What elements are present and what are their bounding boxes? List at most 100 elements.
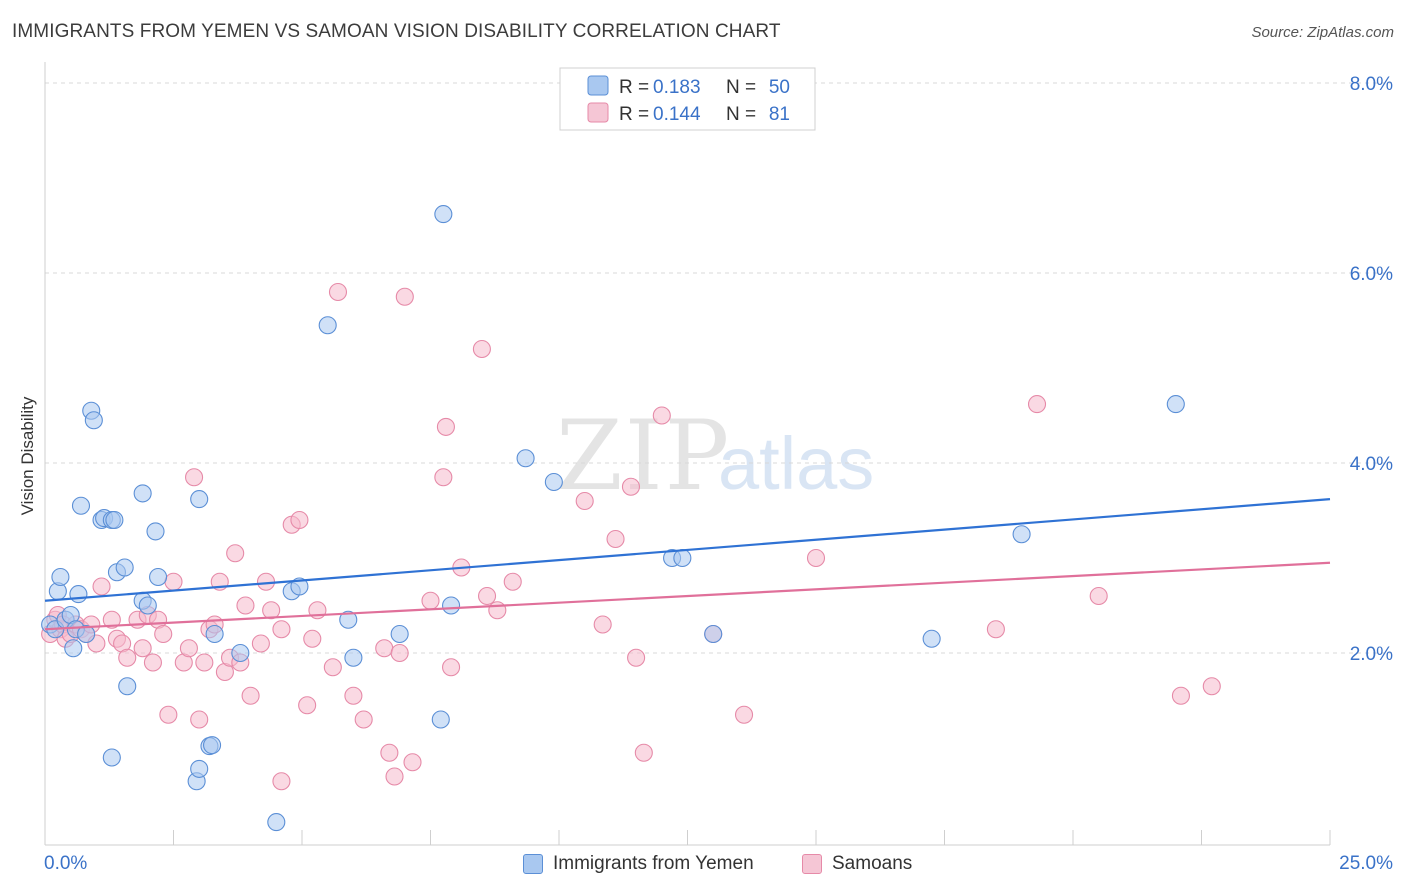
yemen-point-47 — [704, 624, 723, 644]
yemen-point-36 — [318, 316, 337, 335]
yemen-point-44 — [544, 472, 563, 492]
samoans-point-72 — [627, 648, 646, 667]
samoans-point-27 — [185, 468, 204, 487]
samoans-point-26 — [179, 639, 198, 658]
samoans-point-61 — [436, 417, 455, 436]
x-tick-label-1: 25.0% — [1339, 853, 1393, 874]
bottom-legend-swatch-samoans — [802, 854, 822, 874]
samoans-point-12 — [92, 577, 111, 596]
yemen-point-35 — [290, 577, 309, 596]
yemen-point-40 — [434, 205, 453, 224]
samoans-point-47 — [303, 629, 322, 648]
legend-n-value-yemen: 50 — [769, 77, 790, 98]
legend: R = 0.183 N = 50 R = 0.144 N = 81 — [559, 67, 816, 131]
yemen-point-31 — [205, 624, 224, 644]
trend-lines — [44, 498, 1331, 631]
yemen-trend-line — [44, 498, 1331, 602]
yemen-point-27 — [190, 759, 209, 778]
tick-labels: 2.0% 4.0% 6.0% 8.0% 0.0% 25.0% — [44, 74, 1393, 874]
samoans-point-46 — [298, 696, 317, 715]
legend-swatch-samoans — [587, 102, 609, 123]
samoans-point-22 — [154, 624, 173, 644]
samoans-point-80 — [1089, 586, 1108, 606]
bottom-legend: Immigrants from Yemen Samoans — [0, 852, 1406, 876]
yemen-points — [41, 205, 1185, 832]
samoans-point-45 — [290, 510, 309, 530]
yemen-point-25 — [149, 567, 168, 587]
samoans-point-52 — [354, 710, 373, 729]
samoans-point-66 — [488, 601, 507, 620]
samoans-point-28 — [190, 710, 209, 729]
samoans-point-78 — [986, 620, 1005, 639]
yemen-point-3 — [51, 567, 70, 587]
samoans-point-70 — [606, 529, 625, 549]
yemen-point-21 — [133, 484, 152, 503]
samoans-point-53 — [375, 639, 394, 658]
yemen-point-33 — [267, 813, 286, 832]
samoans-point-49 — [323, 658, 342, 677]
samoans-point-56 — [390, 643, 409, 663]
axes — [44, 62, 1331, 846]
bottom-legend-label-samoans: Samoans — [832, 853, 913, 874]
yemen-point-32 — [231, 643, 250, 663]
yemen-point-20 — [102, 748, 121, 767]
x-tick-label-0: 0.0% — [44, 853, 87, 874]
yemen-point-18 — [115, 558, 134, 577]
samoans-point-39 — [251, 634, 270, 653]
samoans-point-20 — [143, 653, 162, 672]
samoans-point-67 — [503, 572, 522, 591]
yemen-point-42 — [442, 596, 461, 615]
yemen-point-30 — [203, 736, 222, 755]
samoans-point-13 — [102, 610, 121, 629]
yemen-point-19 — [118, 677, 137, 696]
samoans-point-50 — [328, 282, 348, 302]
samoans-point-16 — [118, 648, 137, 667]
y-tick-label-3: 8.0% — [1350, 74, 1393, 95]
yemen-point-50 — [1166, 395, 1185, 414]
samoans-point-77 — [806, 548, 826, 568]
samoans-point-58 — [403, 753, 422, 772]
samoans-point-43 — [272, 772, 291, 791]
samoans-point-24 — [164, 572, 183, 591]
yemen-point-38 — [344, 648, 363, 667]
samoans-point-42 — [272, 620, 291, 639]
legend-swatch-yemen — [587, 75, 609, 96]
samoans-point-69 — [593, 615, 612, 634]
yemen-point-41 — [431, 710, 450, 729]
samoans-point-37 — [236, 596, 255, 615]
samoans-point-41 — [262, 601, 281, 620]
samoans-point-51 — [344, 686, 363, 705]
y-tick-label-2: 6.0% — [1350, 264, 1393, 285]
samoans-point-71 — [621, 477, 641, 496]
bottom-legend-label-yemen: Immigrants from Yemen — [553, 853, 754, 874]
samoans-point-55 — [385, 767, 404, 786]
source-label: Source: ZipAtlas.com — [1251, 24, 1394, 41]
samoans-point-59 — [421, 591, 440, 610]
yemen-point-28 — [190, 490, 209, 509]
yemen-point-49 — [1012, 525, 1031, 544]
yemen-point-10 — [77, 624, 96, 644]
samoans-point-62 — [442, 658, 461, 677]
yemen-point-16 — [105, 510, 124, 530]
samoans-point-64 — [472, 339, 491, 359]
yemen-point-23 — [138, 596, 157, 615]
samoans-point-73 — [634, 743, 653, 762]
samoans-point-29 — [195, 653, 214, 672]
samoans-point-82 — [1202, 677, 1221, 696]
legend-n-value-samoans: 81 — [769, 104, 790, 125]
yemen-point-6 — [64, 639, 83, 658]
samoans-point-60 — [434, 468, 453, 487]
samoans-points — [41, 282, 1221, 791]
samoans-point-23 — [159, 705, 178, 724]
bottom-legend-yemen: Immigrants from Yemen — [523, 852, 754, 876]
samoans-trend-line — [44, 561, 1331, 631]
samoans-point-68 — [575, 491, 594, 511]
bottom-legend-samoans: Samoans — [802, 852, 912, 876]
samoans-point-74 — [652, 406, 671, 425]
chart-title: IMMIGRANTS FROM YEMEN VS SAMOAN VISION D… — [12, 21, 781, 42]
grid-lines — [45, 82, 1392, 654]
yemen-point-46 — [673, 548, 692, 568]
samoans-point-18 — [133, 639, 152, 658]
yemen-point-43 — [516, 449, 535, 468]
